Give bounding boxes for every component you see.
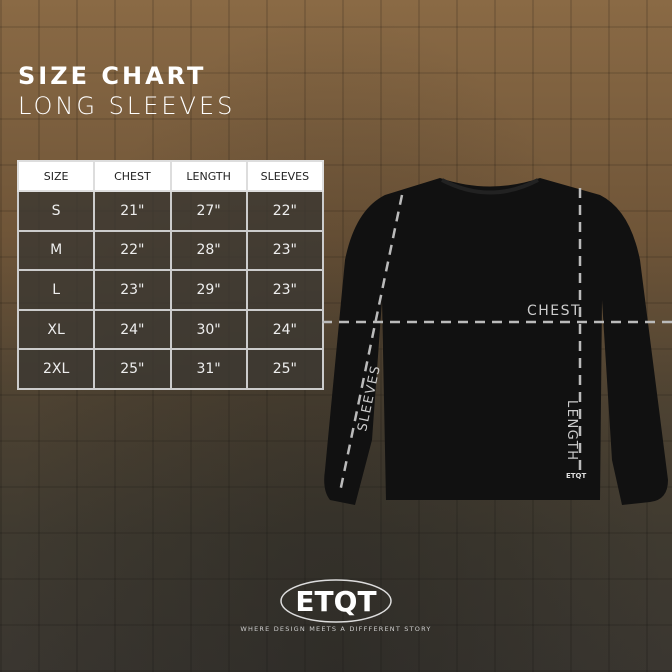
brand-tagline: WHERE DESIGN MEETS A DIFFFERENT STORY bbox=[240, 625, 432, 633]
table-cell: S bbox=[16, 190, 96, 232]
table-cell: 25" bbox=[245, 348, 325, 390]
table-row: M 22" 28" 23" bbox=[16, 229, 325, 272]
header-cell: LENGTH bbox=[169, 160, 248, 192]
header-cell: CHEST bbox=[93, 160, 172, 192]
table-cell: 22" bbox=[245, 190, 325, 232]
shirt-print-logo: ETQT bbox=[566, 472, 587, 480]
table-cell: 25" bbox=[93, 348, 172, 390]
table-cell: 2XL bbox=[16, 348, 96, 390]
table-cell: L bbox=[16, 269, 96, 311]
table-row: L 23" 29" 23" bbox=[16, 269, 325, 311]
table-cell: 28" bbox=[169, 229, 248, 272]
table-cell: 23" bbox=[245, 229, 325, 272]
logo-graphic: ETQT bbox=[280, 579, 392, 623]
table-cell: 23" bbox=[245, 269, 325, 311]
table-row: 2XL 25" 31" 25" bbox=[16, 348, 325, 390]
table-cell: 22" bbox=[93, 229, 172, 272]
table-cell: 29" bbox=[169, 269, 248, 311]
table-header-row: SIZE CHEST LENGTH SLEEVES bbox=[16, 160, 325, 192]
table-row: XL 24" 30" 24" bbox=[16, 308, 325, 351]
size-table: SIZE CHEST LENGTH SLEEVES S 21" 27" 22" M 22"… bbox=[16, 160, 325, 390]
table-cell: 24" bbox=[93, 308, 172, 351]
table-cell: 30" bbox=[169, 308, 248, 351]
shirt-collar bbox=[441, 178, 539, 195]
table-cell: 31" bbox=[169, 348, 248, 390]
table-cell: XL bbox=[16, 308, 96, 351]
shirt-body bbox=[324, 178, 668, 505]
table-cell: 27" bbox=[169, 190, 248, 232]
header-cell: SLEEVES bbox=[245, 160, 325, 192]
length-label: LENGTH bbox=[564, 400, 579, 462]
table-cell: 21" bbox=[93, 190, 172, 232]
page-title: SIZE CHART bbox=[18, 62, 207, 90]
table-cell: 24" bbox=[245, 308, 325, 351]
header-cell: SIZE bbox=[16, 160, 96, 192]
table-cell: M bbox=[16, 229, 96, 272]
brand-logo: ETQT bbox=[0, 574, 672, 628]
table-cell: 23" bbox=[93, 269, 172, 311]
page-subtitle: LONG SLEEVES bbox=[18, 92, 236, 120]
chest-label: CHEST bbox=[527, 303, 581, 319]
logo-text: ETQT bbox=[295, 585, 376, 618]
table-row: S 21" 27" 22" bbox=[16, 190, 325, 232]
